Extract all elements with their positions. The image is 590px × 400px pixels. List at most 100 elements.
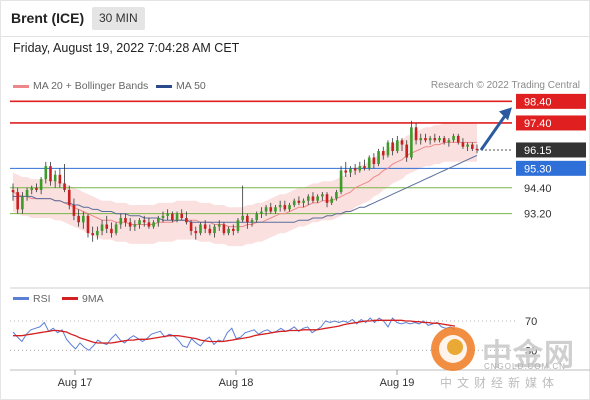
candle-body xyxy=(246,215,249,223)
candle xyxy=(213,224,216,238)
level-tag-97-40: 97.40 xyxy=(516,115,586,131)
candle-body xyxy=(236,220,240,231)
candle-body xyxy=(391,142,394,152)
level-label-97-40: 97.40 xyxy=(524,118,552,130)
candle-body xyxy=(456,135,460,143)
candle xyxy=(353,164,357,175)
candle xyxy=(363,159,366,171)
candle-body xyxy=(53,174,57,182)
candle-body xyxy=(166,213,169,216)
x-tick-label: Aug 18 xyxy=(219,377,254,389)
candle xyxy=(400,138,404,152)
candle-body xyxy=(25,189,29,197)
candle xyxy=(194,226,198,240)
candle xyxy=(306,194,310,206)
candle xyxy=(447,138,451,147)
bollinger-band xyxy=(13,123,477,247)
candle-body xyxy=(475,148,479,150)
candle-body xyxy=(414,127,418,141)
candle-body xyxy=(180,213,184,218)
level-tag-93-20: 93.20 xyxy=(524,209,552,221)
chart-header: Brent (ICE) 30 MIN xyxy=(0,0,590,37)
candle-body xyxy=(217,224,221,227)
level-label-95-30: 95.30 xyxy=(524,163,552,175)
candle-body xyxy=(11,189,15,193)
candle-body xyxy=(260,211,263,214)
level-tag-96-15: 96.15 xyxy=(516,142,586,158)
candle xyxy=(35,183,38,193)
candle xyxy=(49,161,52,186)
candle xyxy=(377,148,380,167)
candle-body xyxy=(306,196,310,201)
watermark-url: CNGOLD.COM.CN xyxy=(484,362,566,371)
candle xyxy=(91,226,94,242)
timestamp: Friday, August 19, 2022 7:04:28 AM CET xyxy=(13,41,240,55)
candle-body xyxy=(175,213,179,221)
candle-body xyxy=(316,196,319,201)
candle xyxy=(128,218,132,231)
candle xyxy=(53,170,57,188)
candle-body xyxy=(185,218,188,223)
candle-body xyxy=(297,200,301,203)
candle-body xyxy=(142,220,146,223)
level-tag-98-40: 98.40 xyxy=(516,93,586,109)
candle-body xyxy=(311,196,315,201)
candle xyxy=(21,192,24,214)
rsi-level-label-70: 70 xyxy=(525,316,537,328)
watermark-logo xyxy=(431,327,475,371)
candle-body xyxy=(194,230,198,234)
candle-body xyxy=(189,222,193,231)
candle-body xyxy=(433,138,437,141)
candle-body xyxy=(213,226,216,234)
candle xyxy=(30,185,34,195)
candle xyxy=(133,220,137,231)
candle-body xyxy=(16,192,19,210)
x-tick-label: Aug 17 xyxy=(58,377,93,389)
candle-body xyxy=(302,200,305,203)
candle xyxy=(208,224,212,236)
candle-body xyxy=(152,222,155,227)
candle-body xyxy=(264,207,268,212)
candle xyxy=(442,135,446,145)
level-label-96-15: 96.15 xyxy=(524,145,552,157)
candle xyxy=(292,198,296,208)
candle-body xyxy=(199,224,202,234)
candle-body xyxy=(410,127,413,158)
candle-body xyxy=(100,224,104,231)
candle xyxy=(311,192,315,203)
candle xyxy=(419,133,423,145)
candle xyxy=(391,138,394,156)
candle xyxy=(241,185,244,223)
candle xyxy=(283,200,287,212)
level-box-97-40 xyxy=(516,115,586,131)
candle xyxy=(288,202,291,212)
candle-body xyxy=(231,228,235,231)
candle-body xyxy=(396,140,399,152)
candle xyxy=(236,218,240,234)
candle-body xyxy=(330,198,334,203)
rsi-legend-swatch xyxy=(13,297,29,300)
candle-body xyxy=(63,183,66,190)
candle xyxy=(39,176,43,195)
candle-body xyxy=(44,166,48,180)
candle xyxy=(372,153,376,169)
candle xyxy=(222,222,226,236)
timeframe-selector[interactable]: 30 MIN xyxy=(92,7,145,30)
candle-body xyxy=(353,168,357,171)
candle-body xyxy=(344,170,348,173)
candle xyxy=(325,192,329,208)
candle xyxy=(58,168,62,188)
candle-body xyxy=(386,142,390,156)
candle-body xyxy=(461,142,465,147)
candle xyxy=(25,187,29,201)
candle-body xyxy=(72,205,76,216)
candle xyxy=(105,215,109,234)
candle-body xyxy=(419,138,423,141)
candle-body xyxy=(363,166,366,169)
candle-body xyxy=(114,224,118,234)
ma20-line xyxy=(12,141,477,228)
candle-body xyxy=(405,144,408,158)
level-label-93-20: 93.20 xyxy=(524,209,552,221)
candle xyxy=(260,207,263,218)
